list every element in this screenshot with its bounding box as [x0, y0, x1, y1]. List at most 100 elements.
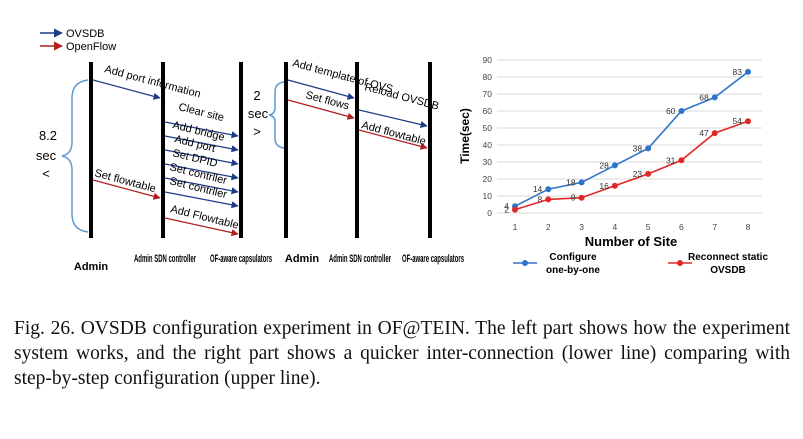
left-duration-sign: <	[42, 166, 50, 181]
msg-add-template-arrow	[287, 79, 355, 100]
x-tick-label: 6	[679, 222, 684, 232]
data-point	[578, 194, 585, 201]
chart-x-axis-label: Number of Site	[585, 234, 677, 249]
data-point	[512, 206, 518, 213]
right-duration-sign: >	[253, 124, 261, 139]
left-sequence-diagram: 8.2 sec < Add port information Clear sit…	[36, 62, 272, 273]
data-label: 14	[533, 184, 543, 194]
data-point	[645, 145, 652, 152]
legend-label-0: Configure	[549, 252, 597, 263]
data-point	[578, 179, 585, 186]
series-line-0	[514, 71, 749, 207]
right-lifeline-label-controller: Admin SDN controller	[329, 253, 391, 265]
data-point	[745, 118, 751, 125]
left-lifeline-label-controller: Admin SDN controller	[134, 253, 196, 265]
x-tick-label: 4	[612, 222, 617, 232]
left-duration-unit: sec	[36, 148, 57, 163]
right-duration-value: 2	[253, 88, 260, 103]
chart-series	[512, 68, 751, 213]
y-tick-label: 70	[483, 89, 493, 99]
data-label: 68	[699, 92, 709, 102]
msg-add-flowtable-arrow	[164, 217, 239, 237]
data-label: 9	[571, 193, 576, 203]
chart-y-axis-label: Time(sec)	[458, 108, 472, 164]
x-tick-label: 8	[746, 222, 751, 232]
chart-legend: Configure one-by-one Reconnect static OVSDB	[513, 252, 768, 276]
left-duration-brace	[61, 79, 89, 233]
y-tick-label: 80	[483, 72, 493, 82]
x-tick-label: 1	[513, 222, 518, 232]
y-tick-label: 0	[487, 208, 492, 218]
data-point	[545, 196, 552, 203]
chart-y-ticks: 0 10 20 30 40 50 60 70 80 90	[483, 55, 493, 218]
msg-set-flows: Set flows	[304, 89, 351, 112]
x-tick-label: 7	[712, 222, 717, 232]
data-point	[611, 162, 618, 169]
series-line-1	[514, 120, 749, 211]
data-point	[745, 68, 751, 75]
msg-set-flows-arrow	[287, 99, 355, 120]
msg-set-flowtable-arrow	[92, 179, 161, 200]
data-point	[545, 186, 552, 193]
x-tick-label: 2	[546, 222, 551, 232]
msg-clear-site-arrow	[164, 121, 239, 139]
data-label: 47	[699, 128, 709, 138]
y-tick-label: 90	[483, 55, 493, 65]
right-lifeline-label-admin: Admin	[285, 253, 320, 265]
msg-add-bridge-arrow	[164, 135, 239, 153]
data-label: 23	[633, 169, 643, 179]
left-lifeline-label-admin: Admin	[74, 261, 109, 273]
y-tick-label: 40	[483, 140, 493, 150]
data-label: 38	[633, 143, 643, 153]
data-label: 28	[599, 160, 609, 170]
left-duration-value: 8.2	[39, 128, 57, 143]
y-tick-label: 60	[483, 106, 493, 116]
data-label: 16	[599, 181, 609, 191]
legend-label-0-line2: one-by-one	[546, 265, 600, 276]
msg-add-port-info-arrow	[92, 79, 161, 100]
msg-set-dpid-arrow	[164, 163, 239, 181]
data-label: 54	[733, 116, 743, 126]
msg-add-port-info: Add port information	[103, 63, 202, 100]
y-tick-label: 50	[483, 123, 493, 133]
data-point	[645, 170, 652, 177]
y-tick-label: 10	[483, 191, 493, 201]
data-point	[678, 157, 685, 164]
right-duration-unit: sec	[248, 106, 269, 121]
x-tick-label: 3	[579, 222, 584, 232]
data-label: 2	[504, 205, 509, 215]
y-tick-label: 30	[483, 157, 493, 167]
chart-grid	[497, 59, 762, 214]
right-lifeline-label-capsulators: OF-aware capsulators	[402, 253, 464, 265]
msg-add-port-arrow	[164, 149, 239, 167]
data-label: 31	[666, 155, 676, 165]
left-lifeline-label-capsulators: OF-aware capsulators	[210, 253, 272, 265]
chart-x-ticks: 1 2 3 4 5 6 7 8	[513, 222, 751, 232]
right-duration-brace	[268, 81, 285, 149]
openflow-legend-label: OpenFlow	[66, 41, 116, 53]
right-sequence-diagram: 2 sec > Add template of OVS Set flows Re…	[248, 57, 464, 265]
data-label: 60	[666, 106, 676, 116]
data-label: 4	[504, 201, 509, 211]
data-label: 18	[566, 177, 576, 187]
data-point	[611, 182, 618, 189]
msg-add-flowtable: Add Flowtable	[169, 203, 240, 232]
msg-reload-ovsdb-arrow	[358, 109, 428, 129]
x-tick-label: 5	[646, 222, 651, 232]
diagram-legend: OVSDB OpenFlow	[40, 28, 116, 53]
msg-clear-site: Clear site	[177, 101, 225, 124]
legend-label-1-line2: OVSDB	[710, 265, 746, 276]
msg-set-flowtable: Set flowtable	[93, 167, 157, 195]
figure-caption: Fig. 26. OVSDB configuration experiment …	[14, 318, 790, 389]
ovsdb-legend-label: OVSDB	[66, 28, 105, 40]
msg-set-controller-2-arrow	[164, 191, 239, 209]
data-point	[711, 94, 718, 101]
figure-26: OVSDB OpenFlow 8.2 sec < Add port inform…	[36, 28, 769, 276]
legend-marker-0	[522, 260, 528, 266]
legend-label-1: Reconnect static	[688, 252, 768, 263]
msg-add-flowtable-2-arrow	[358, 129, 428, 150]
y-tick-label: 20	[483, 174, 493, 184]
data-point	[711, 130, 718, 137]
